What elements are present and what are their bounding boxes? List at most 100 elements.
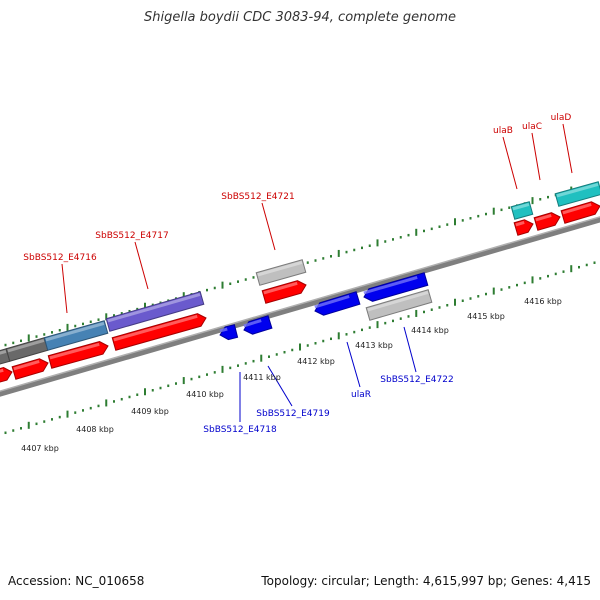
lower-track-minor-tick: [128, 395, 131, 399]
upper-track-minor-tick: [392, 238, 394, 241]
gene-label-bottom-3[interactable]: ulaR: [351, 390, 371, 400]
gene-box-gray-upper-shine: [257, 260, 303, 277]
gene-box-dark-2-shine: [7, 338, 45, 353]
lower-track-minor-tick: [20, 427, 22, 430]
lower-track-minor-tick: [291, 348, 294, 352]
gene-box-cyan-1-shine: [512, 202, 530, 211]
lower-track-major-tick: [260, 354, 263, 362]
lower-track-minor-tick: [485, 292, 487, 296]
gene-label-top-5[interactable]: ulaC: [522, 122, 542, 132]
gene-arrow-red-3[interactable]: [47, 340, 109, 369]
lower-track-minor-tick: [516, 283, 518, 287]
upper-track-minor-tick: [4, 343, 7, 347]
upper-track-minor-tick: [469, 217, 472, 220]
leader-top-5: [531, 132, 541, 181]
lower-track-major-tick: [570, 265, 573, 273]
gene-arrow-red-7[interactable]: [533, 211, 562, 231]
gene-box-purple-shine: [107, 292, 201, 323]
gene-arrow-blue-1[interactable]: [218, 324, 239, 342]
lower-track-minor-tick: [392, 319, 394, 323]
upper-track-minor-tick: [51, 331, 53, 334]
gene-box-gray-lower[interactable]: [365, 289, 433, 321]
gene-box-cyan-2[interactable]: [554, 181, 600, 207]
gene-arrow-blue-3[interactable]: [313, 291, 361, 317]
gene-arrow-red-5-body: [261, 280, 307, 304]
gene-label-top-2[interactable]: SbBS512_E4717: [95, 231, 168, 241]
kbp-label-2: 4408 kbp: [76, 425, 114, 434]
gene-arrow-red-2-shine: [13, 359, 40, 371]
lower-track-minor-tick: [368, 326, 371, 329]
leader-top-2: [134, 241, 149, 290]
upper-track-minor-tick: [322, 257, 325, 260]
lower-track-minor-tick: [547, 274, 549, 278]
gene-box-cyan-1[interactable]: [510, 201, 534, 220]
upper-track-minor-tick: [368, 244, 371, 247]
gene-label-bottom-4[interactable]: SbBS512_E4722: [380, 375, 453, 385]
lower-track-major-tick: [492, 287, 495, 295]
label-leader-lines: [61, 123, 573, 422]
lower-track-minor-tick: [136, 393, 139, 396]
lower-track-minor-tick: [306, 344, 309, 347]
gene-box-gray-upper[interactable]: [255, 259, 307, 286]
gene-label-top-6[interactable]: ulaD: [551, 113, 572, 123]
genome-backbone: [0, 216, 600, 397]
upper-track-minor-tick: [306, 261, 309, 264]
lower-track-minor-tick: [353, 330, 356, 334]
upper-track-major-tick: [337, 249, 340, 257]
leader-bottom-3: [346, 341, 361, 388]
leader-top-1: [61, 263, 68, 314]
gene-arrow-red-8[interactable]: [560, 200, 600, 224]
lower-track-minor-tick: [438, 306, 441, 309]
gene-arrow-red-4[interactable]: [111, 312, 208, 351]
gene-arrow-red-1-body: [0, 367, 13, 385]
lower-track-minor-tick: [51, 418, 53, 421]
gene-arrow-red-5-shine: [263, 281, 298, 295]
gene-arrow-red-2[interactable]: [11, 357, 50, 380]
gene-arrow-blue-4[interactable]: [362, 272, 429, 303]
upper-track-major-tick: [492, 207, 495, 215]
gene-arrow-red-3-shine: [49, 342, 100, 360]
gene-arrow-red-6[interactable]: [513, 218, 535, 236]
upper-track-minor-tick: [508, 206, 511, 209]
gene-label-top-3[interactable]: SbBS512_E4721: [221, 192, 294, 202]
gene-arrow-red-6-body: [513, 219, 534, 236]
lower-track-minor-tick: [252, 359, 255, 363]
lower-track-minor-tick: [523, 281, 526, 285]
kbp-label-7: 4413 kbp: [355, 341, 393, 350]
gene-arrow-blue-4-shine: [363, 275, 418, 295]
upper-track-minor-tick: [446, 223, 449, 226]
lower-track-major-tick: [182, 377, 185, 385]
upper-track-minor-tick: [252, 276, 255, 279]
gene-label-top-1[interactable]: SbBS512_E4716: [23, 253, 97, 263]
lower-track-minor-tick: [554, 272, 557, 276]
gene-labels: SbBS512_E4716SbBS512_E4717SbBS512_E4721u…: [23, 113, 571, 435]
lower-track-minor-tick: [384, 321, 387, 325]
gene-label-bottom-2[interactable]: SbBS512_E4719: [256, 409, 330, 419]
gene-arrow-blue-2[interactable]: [242, 315, 273, 336]
kbp-label-1: 4407 kbp: [21, 444, 59, 453]
lower-track-minor-tick: [593, 261, 596, 264]
gene-arrow-red-4-shine: [113, 314, 198, 342]
leader-bottom-4: [403, 326, 417, 373]
gene-box-steelblue[interactable]: [43, 320, 109, 351]
lower-track-minor-tick: [275, 353, 278, 356]
kbp-label-3: 4409 kbp: [131, 407, 169, 416]
upper-track-minor-tick: [407, 233, 410, 237]
lower-track-minor-tick: [213, 371, 216, 374]
gene-label-bottom-1[interactable]: SbBS512_E4718: [203, 425, 277, 435]
lower-track-minor-tick: [74, 411, 77, 414]
gene-label-top-4[interactable]: ulaB: [493, 126, 513, 136]
upper-track-major-tick: [415, 228, 418, 236]
upper-track-minor-tick: [539, 198, 542, 201]
lower-track-minor-tick: [268, 355, 270, 358]
kbp-label-8: 4414 kbp: [411, 326, 449, 335]
gene-box-dark-2[interactable]: [5, 337, 49, 362]
lower-track-minor-tick: [578, 265, 580, 269]
gene-arrow-red-1[interactable]: [0, 366, 14, 385]
gene-box-purple[interactable]: [105, 291, 205, 332]
upper-track-minor-tick: [213, 286, 216, 290]
upper-track-minor-tick: [136, 307, 139, 311]
gene-arrow-red-5[interactable]: [261, 279, 308, 304]
upper-track-minor-tick: [120, 312, 123, 315]
